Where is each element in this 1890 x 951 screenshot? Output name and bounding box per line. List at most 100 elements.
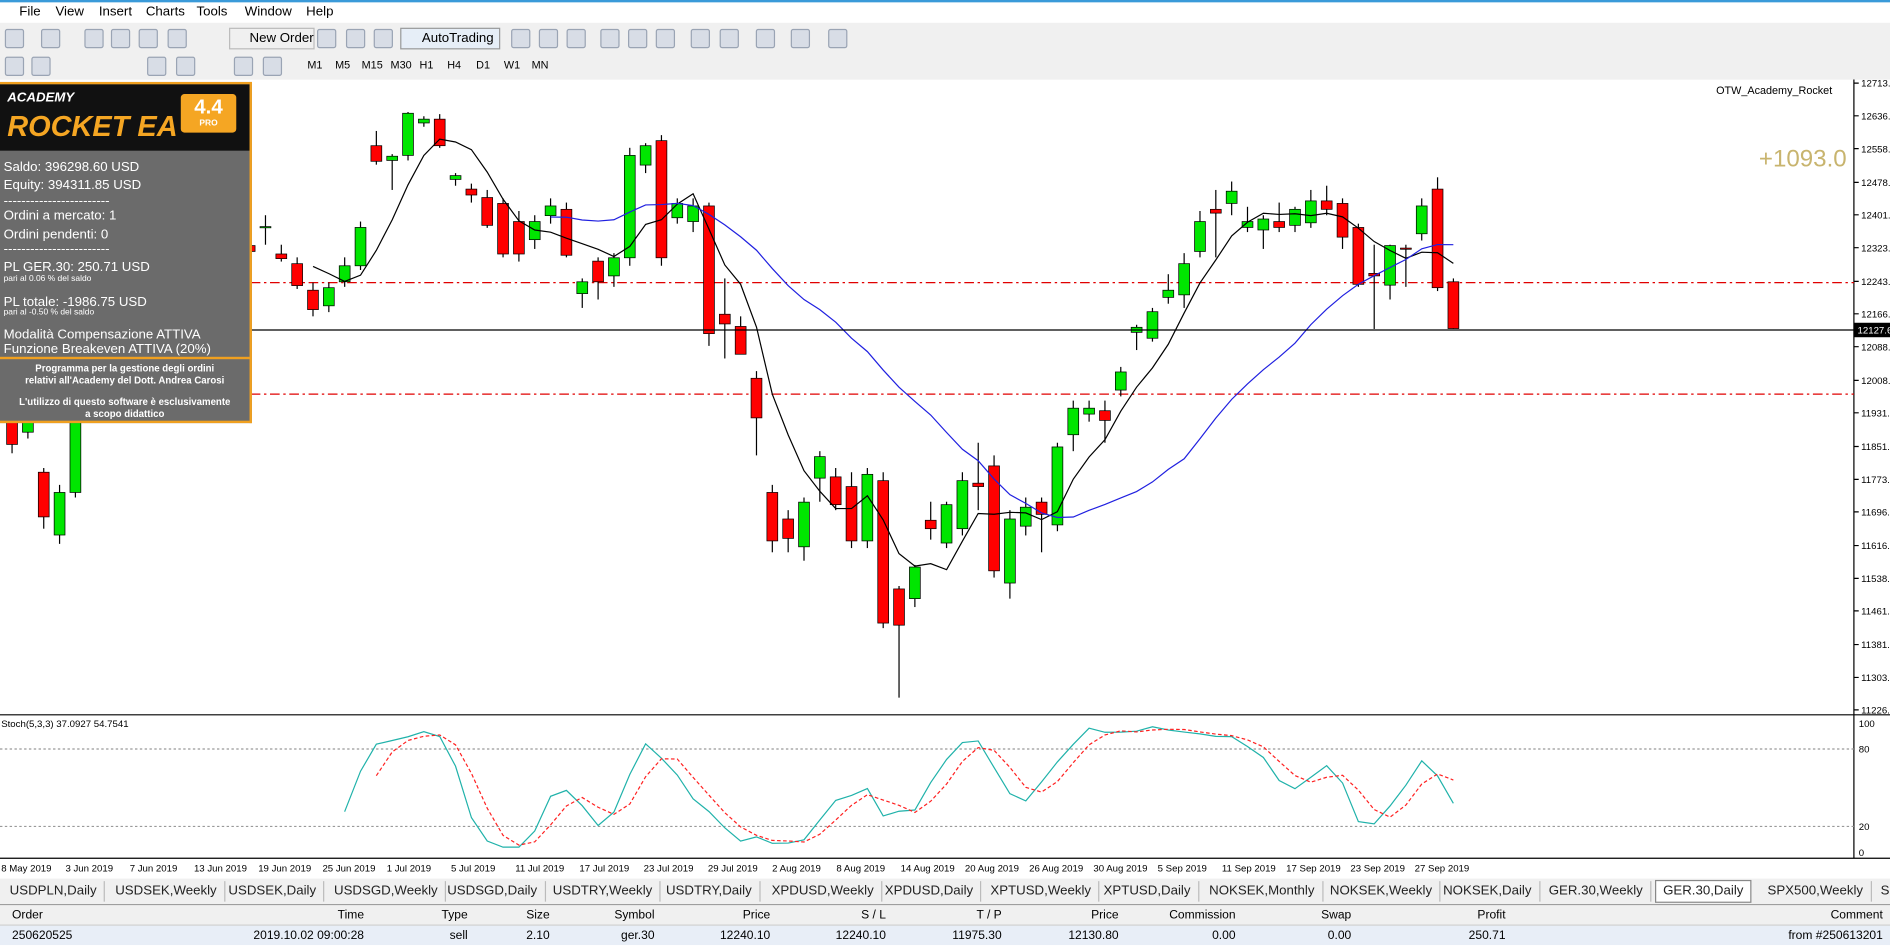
candle-body <box>861 473 874 542</box>
new-order-button[interactable]: New Order <box>229 27 315 50</box>
toolbar-button[interactable] <box>345 28 366 49</box>
chart-tab[interactable]: GER.30,Weekly <box>1541 881 1652 902</box>
menu-item[interactable]: Window <box>244 4 292 20</box>
menu-item[interactable]: Charts <box>145 4 185 20</box>
chart-tab[interactable]: SPX500,Weekly <box>1760 881 1872 902</box>
timeframe-button[interactable]: M15 <box>361 59 383 72</box>
toolbar-button[interactable] <box>138 28 158 49</box>
chart-tab[interactable]: USDTRY,Weekly <box>546 881 661 902</box>
toolbar-button[interactable] <box>317 28 337 49</box>
column-header[interactable]: Type <box>441 908 468 923</box>
toolbar-button[interactable] <box>233 56 254 76</box>
x-tick-label: 19 Jun 2019 <box>258 864 311 875</box>
timeframe-button[interactable]: H1 <box>419 59 434 72</box>
candle-body <box>544 205 557 217</box>
timeframe-button[interactable]: H4 <box>447 59 462 72</box>
toolbar-button[interactable] <box>262 56 283 76</box>
menu-item[interactable]: Tools <box>196 4 228 20</box>
edition: PRO <box>199 119 218 128</box>
column-header[interactable]: Comment <box>1830 908 1883 923</box>
timeframe-button[interactable]: W1 <box>503 59 521 72</box>
chart-tab[interactable]: XPDUSD,Weekly <box>764 881 883 902</box>
ea-panel: ACADEMY ROCKET EA 4.4 PRO Saldo: 396298.… <box>0 81 252 424</box>
toolbar-button[interactable] <box>40 28 61 49</box>
column-header[interactable]: Order <box>12 908 43 923</box>
toolbar-button[interactable] <box>511 28 531 49</box>
y-tick-label: 11931... <box>1861 408 1890 419</box>
candle-body <box>623 155 636 259</box>
toolbar-button[interactable] <box>167 28 187 49</box>
column-header[interactable]: Profit <box>1477 908 1506 923</box>
column-header[interactable]: Commission <box>1169 908 1236 923</box>
chart-tab[interactable]: XPDUSD,Daily <box>878 881 982 902</box>
toolbar-button[interactable] <box>566 28 586 49</box>
column-header[interactable]: T / P <box>976 908 1002 923</box>
candle-body <box>750 377 763 419</box>
candle-body <box>1273 221 1285 228</box>
x-tick-label: 23 Sep 2019 <box>1350 864 1405 875</box>
toolbar-button[interactable] <box>628 28 648 49</box>
toolbar-button[interactable] <box>4 56 25 76</box>
chart-tab[interactable]: GER.30,Daily <box>1654 879 1752 903</box>
candle-body <box>655 140 668 259</box>
chart-tab[interactable]: USDSGD,Weekly <box>327 881 447 902</box>
chart-tab[interactable]: NOKSEK,Daily <box>1436 881 1540 902</box>
chart-tab[interactable]: USDSEK,Weekly <box>108 881 226 902</box>
table-row[interactable] <box>0 925 1890 946</box>
toolbar-button[interactable] <box>373 28 393 49</box>
candle-body <box>719 313 731 325</box>
x-tick-label: 8 May 2019 <box>1 864 51 875</box>
toolbar-button[interactable] <box>600 28 620 49</box>
chart-tab[interactable]: SPX500,Daily <box>1873 881 1890 901</box>
column-header[interactable]: S / L <box>861 908 886 923</box>
chart-tab[interactable]: XPTUSD,Weekly <box>983 881 1100 902</box>
toolbar-button[interactable] <box>110 28 131 49</box>
toolbar-button[interactable] <box>147 56 167 76</box>
toolbar-button[interactable] <box>690 28 710 49</box>
candle-body <box>893 588 905 626</box>
toolbar-button[interactable] <box>828 28 848 49</box>
column-header[interactable]: Price <box>1091 908 1119 923</box>
y-tick-label: 12243... <box>1861 277 1890 288</box>
y-tick-label: 11538... <box>1861 574 1890 585</box>
toolbar-button[interactable] <box>31 56 51 76</box>
indicator-tick-label: 80 <box>1859 745 1870 756</box>
menu-item[interactable]: Insert <box>98 4 133 20</box>
column-header[interactable]: Swap <box>1321 908 1352 923</box>
toolbar-button[interactable] <box>655 28 676 49</box>
chart-tab[interactable]: USDSGD,Daily <box>440 881 546 902</box>
menu-item[interactable]: Help <box>306 4 334 20</box>
chart-tab[interactable]: NOKSEK,Monthly <box>1202 881 1323 902</box>
toolbar-button[interactable] <box>4 28 25 49</box>
toolbar-button[interactable] <box>175 56 196 76</box>
timeframe-button[interactable]: MN <box>531 59 549 72</box>
column-header[interactable]: Time <box>337 908 365 923</box>
toolbar-button[interactable] <box>790 28 811 49</box>
candle-body <box>402 112 414 156</box>
timeframe-button[interactable]: M5 <box>335 59 351 72</box>
candle-body <box>1178 263 1190 296</box>
chart-tab[interactable]: USDPLN,Daily <box>2 881 106 902</box>
panel-divider <box>0 356 250 360</box>
timeframe-button[interactable]: D1 <box>476 59 491 72</box>
chart-tab[interactable]: USDSEK,Daily <box>221 881 325 902</box>
column-header[interactable]: Price <box>742 908 771 923</box>
autotrading-button[interactable]: AutoTrading <box>400 27 500 50</box>
timeframe-button[interactable]: M1 <box>307 59 323 72</box>
timeframe-button[interactable]: M30 <box>390 59 412 72</box>
menu-item[interactable]: File <box>19 4 41 20</box>
candle-body <box>370 145 383 162</box>
toolbar-button[interactable] <box>538 28 559 49</box>
chart-tab[interactable]: NOKSEK,Weekly <box>1323 881 1441 902</box>
toolbar-button[interactable] <box>719 28 739 49</box>
column-header[interactable]: Symbol <box>614 908 655 923</box>
toolbar-button[interactable] <box>755 28 776 49</box>
chart-tab[interactable]: XPTUSD,Daily <box>1096 881 1199 902</box>
column-header[interactable]: Size <box>526 908 550 923</box>
candle-body <box>53 492 66 536</box>
toolbar-button[interactable] <box>84 28 104 49</box>
table-cell: sell <box>449 929 468 943</box>
y-tick-label: 11851... <box>1861 442 1890 453</box>
chart-tab[interactable]: USDTRY,Daily <box>659 881 761 902</box>
menu-item[interactable]: View <box>55 4 84 20</box>
